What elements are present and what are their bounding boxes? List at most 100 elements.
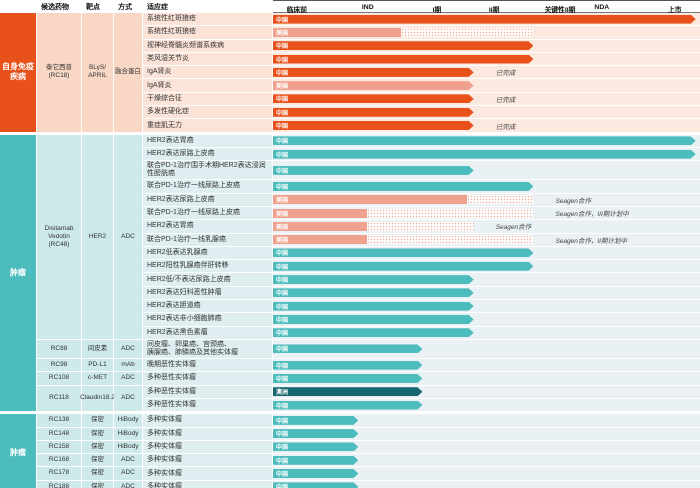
pipeline-row: 类风湿关节炎 中国 xyxy=(143,52,700,66)
group-rows: 多种恶性实体瘤 澳洲 多种恶性实体瘤 中国 xyxy=(143,385,700,412)
region-label: 中国 xyxy=(276,278,289,285)
indication-label: 多种实体瘤 xyxy=(143,467,272,480)
target-name: HER2 xyxy=(82,134,113,339)
pipeline-row: 多种实体瘤中国 xyxy=(143,454,700,467)
status-note: Seagen合作，III期计划中 xyxy=(555,211,629,219)
indication-label: 视神经脊髓炎频谱系疾病 xyxy=(143,39,272,52)
phase-label: 上市 xyxy=(668,6,682,14)
pipeline-row: IgA肾炎 美国 xyxy=(143,79,700,92)
pipeline-row: 视神经脊髓炎频谱系疾病 中国 xyxy=(143,39,700,52)
progress-track: 中国 xyxy=(273,326,700,339)
region-label: 中国 xyxy=(276,110,289,117)
target-name: Claudin18.2 xyxy=(80,385,115,412)
region-label: 中国 xyxy=(276,264,289,271)
pipeline-row: 联合PD-1治疗一线乳腺癌 美国 Seagen合作，II期计划中 xyxy=(143,233,700,246)
progress-track: 中国 xyxy=(273,300,700,313)
progress-track: 中国 xyxy=(273,440,700,454)
indication-label: 多发性硬化症 xyxy=(143,106,272,119)
progress-bar: 美国 xyxy=(273,235,367,245)
progress-bar: 中国 xyxy=(273,328,474,337)
region-label: 美国 xyxy=(276,198,289,205)
section-oncology: 肿瘤 RC138 保密 HiBody 多种实体瘤 中国 RC148 保密 HiBody 多种实体瘤… xyxy=(0,414,700,488)
pipeline-row: 联合PD-1治疗围手术期HER2表达浸润性膀胱癌 中国 xyxy=(143,161,700,180)
section-autoimmune: 自身免疫疾病 泰它西普 (RC18) BLyS/ APRIL 融合蛋白 系统性红斑狼疮中… xyxy=(0,13,700,132)
drug-group: RC118 Claudin18.2 ADC 多种恶性实体瘤 澳洲 多种恶性实体瘤 中国 xyxy=(37,385,700,412)
pipeline-row: 联合PD-1治疗一线尿路上皮癌 美国 Seagen合作，III期计划中 xyxy=(143,206,700,220)
target-name: 间皮素 xyxy=(82,339,113,359)
indication-label: HER2表达尿路上皮癌 xyxy=(143,193,272,206)
drug-name: 泰它西普 (RC18) xyxy=(37,13,81,132)
category-label: 肿瘤 xyxy=(0,414,36,488)
progress-bar: 美国 xyxy=(273,208,367,218)
region-label: 中国 xyxy=(276,97,289,104)
indication-label: HER2表达黑色素瘤 xyxy=(143,326,272,339)
status-note: 已完成 xyxy=(495,123,516,131)
indication-label: HER2表达妇科恶性肿瘤 xyxy=(143,286,272,300)
target-name: BLyS/ APRIL xyxy=(82,13,113,132)
progress-bar: 中国 xyxy=(273,182,533,191)
region-label: 中国 xyxy=(276,376,289,383)
target-name: c-MET xyxy=(82,372,113,385)
drug-group: RC188保密ADC多种实体瘤中国 xyxy=(37,480,700,488)
category-column-spacer xyxy=(0,0,36,13)
progress-track: 中国 xyxy=(273,414,700,427)
region-label: 中国 xyxy=(276,363,289,370)
indication-label: 干燥综合征 xyxy=(143,92,272,106)
target-name: PD-L1 xyxy=(82,359,113,372)
pipeline-row: 多种实体瘤中国 xyxy=(143,414,700,427)
category-label: 肿瘤 xyxy=(0,134,36,412)
modality: ADC xyxy=(114,454,142,467)
pipeline-row: 间皮瘤、卵巢癌、宫颈癌、 胰腺癌、肺鳞癌及其他实体瘤 中国 xyxy=(143,339,700,359)
modality: ADC xyxy=(114,467,142,480)
target-name: 保密 xyxy=(82,427,113,440)
progress-bar: 美国 xyxy=(273,195,468,205)
progress-track: 中国 xyxy=(273,372,700,385)
group-rows: 多种实体瘤中国 xyxy=(143,414,700,427)
phase-axis: 临床前 IND I期 II期 关键性II期 NDA 上市 xyxy=(273,0,700,14)
progress-bar: 中国 xyxy=(273,275,474,284)
indication-label: 联合PD-1治疗一线尿路上皮癌 xyxy=(143,180,272,193)
drug-group: RC148 保密 HiBody 多种实体瘤 中国 xyxy=(37,427,700,440)
progress-track: 中国 xyxy=(273,13,700,26)
indication-label: HER2表达尿路上皮癌 xyxy=(143,147,272,161)
phase-label: I期 xyxy=(432,6,442,14)
progress-track: 美国 Seagen合作，III期计划中 xyxy=(273,206,700,220)
group-rows: 系统性红斑狼疮 中国 系统性红斑狼疮 美国 视神经脊髓炎频谱系疾病 中国 类风湿关节炎 中国 I… xyxy=(143,13,700,132)
progress-track: 中国 已完成 xyxy=(273,92,700,106)
progress-bar: 美国 xyxy=(273,221,367,231)
group-rows: 多种恶性实体瘤 中国 xyxy=(143,372,700,385)
progress-bar: 中国 xyxy=(273,315,474,324)
indication-label: 联合PD-1治疗一线乳腺癌 xyxy=(143,233,272,246)
indication-label: 多种恶性实体瘤 xyxy=(143,398,272,412)
drug-group: RC88 间皮素 ADC 间皮瘤、卵巢癌、宫颈癌、 胰腺癌、肺鳞癌及其他实体瘤 中国 xyxy=(37,339,700,359)
pipeline-row: 多种恶性实体瘤 澳洲 xyxy=(143,385,700,398)
progress-bar: 中国 xyxy=(273,121,474,130)
group-rows: 间皮瘤、卵巢癌、宫颈癌、 胰腺癌、肺鳞癌及其他实体瘤 中国 xyxy=(143,339,700,359)
progress-track: 中国 xyxy=(273,273,700,286)
drug-name: RC108 xyxy=(37,372,81,385)
region-label: 中国 xyxy=(276,185,289,191)
category-label: 自身免疫疾病 xyxy=(0,13,36,132)
pipeline-row: 多种实体瘤中国 xyxy=(143,440,700,454)
progress-track: 中国 xyxy=(273,246,700,260)
drug-name: RC148 xyxy=(37,427,81,440)
region-label: 中国 xyxy=(276,168,289,175)
drug-name: RC98 xyxy=(37,359,81,372)
progress-bar: 中国 xyxy=(273,482,358,488)
phase-label: 关键性II期 xyxy=(544,6,576,14)
drug-group: RC138 保密 HiBody 多种实体瘤 中国 xyxy=(37,414,700,427)
region-label: 中国 xyxy=(276,403,289,410)
progress-bar: 美国 xyxy=(273,27,402,37)
region-label: 美国 xyxy=(276,238,289,245)
progress-bar: 中国 xyxy=(273,262,533,271)
progress-bar: 中国 xyxy=(273,288,474,297)
progress-track: 中国 xyxy=(273,286,700,300)
pipeline-row: 多种恶性实体瘤 中国 xyxy=(143,398,700,412)
planned-phase-bar xyxy=(401,27,534,37)
pipeline-row: HER2表达胆道癌 中国 xyxy=(143,300,700,313)
region-label: 中国 xyxy=(276,57,289,64)
progress-track: 中国 xyxy=(273,260,700,273)
region-label: 美国 xyxy=(276,84,289,91)
indication-label: IgA肾炎 xyxy=(143,66,272,79)
